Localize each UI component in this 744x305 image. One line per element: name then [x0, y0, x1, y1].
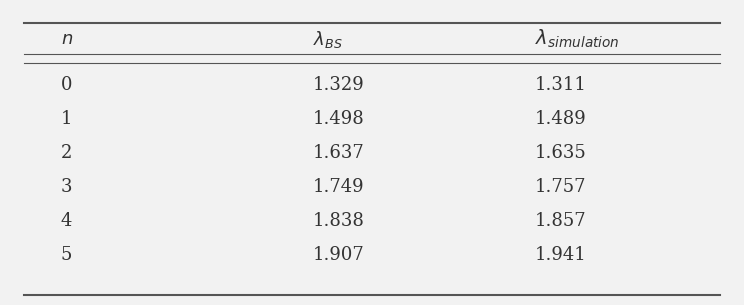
Text: $n$: $n$ — [61, 30, 73, 48]
Text: $\lambda_{BS}$: $\lambda_{BS}$ — [312, 29, 342, 50]
Text: 1.635: 1.635 — [535, 144, 587, 162]
Text: 3: 3 — [61, 178, 72, 196]
Text: 1.749: 1.749 — [312, 178, 365, 196]
Text: $\lambda_{\mathit{simulation}}$: $\lambda_{\mathit{simulation}}$ — [535, 28, 620, 50]
Text: 4: 4 — [61, 212, 72, 230]
Text: 5: 5 — [61, 246, 72, 264]
Text: 1.498: 1.498 — [312, 110, 365, 128]
Text: 2: 2 — [61, 144, 72, 162]
Text: 1.907: 1.907 — [312, 246, 365, 264]
Text: 1.838: 1.838 — [312, 212, 365, 230]
Text: 1.637: 1.637 — [312, 144, 365, 162]
Text: 0: 0 — [61, 76, 72, 94]
Text: 1.941: 1.941 — [535, 246, 587, 264]
Text: 1.857: 1.857 — [535, 212, 587, 230]
Text: 1.329: 1.329 — [312, 76, 365, 94]
Text: 1: 1 — [61, 110, 72, 128]
Text: 1.311: 1.311 — [535, 76, 587, 94]
Text: 1.489: 1.489 — [535, 110, 587, 128]
Text: 1.757: 1.757 — [535, 178, 586, 196]
